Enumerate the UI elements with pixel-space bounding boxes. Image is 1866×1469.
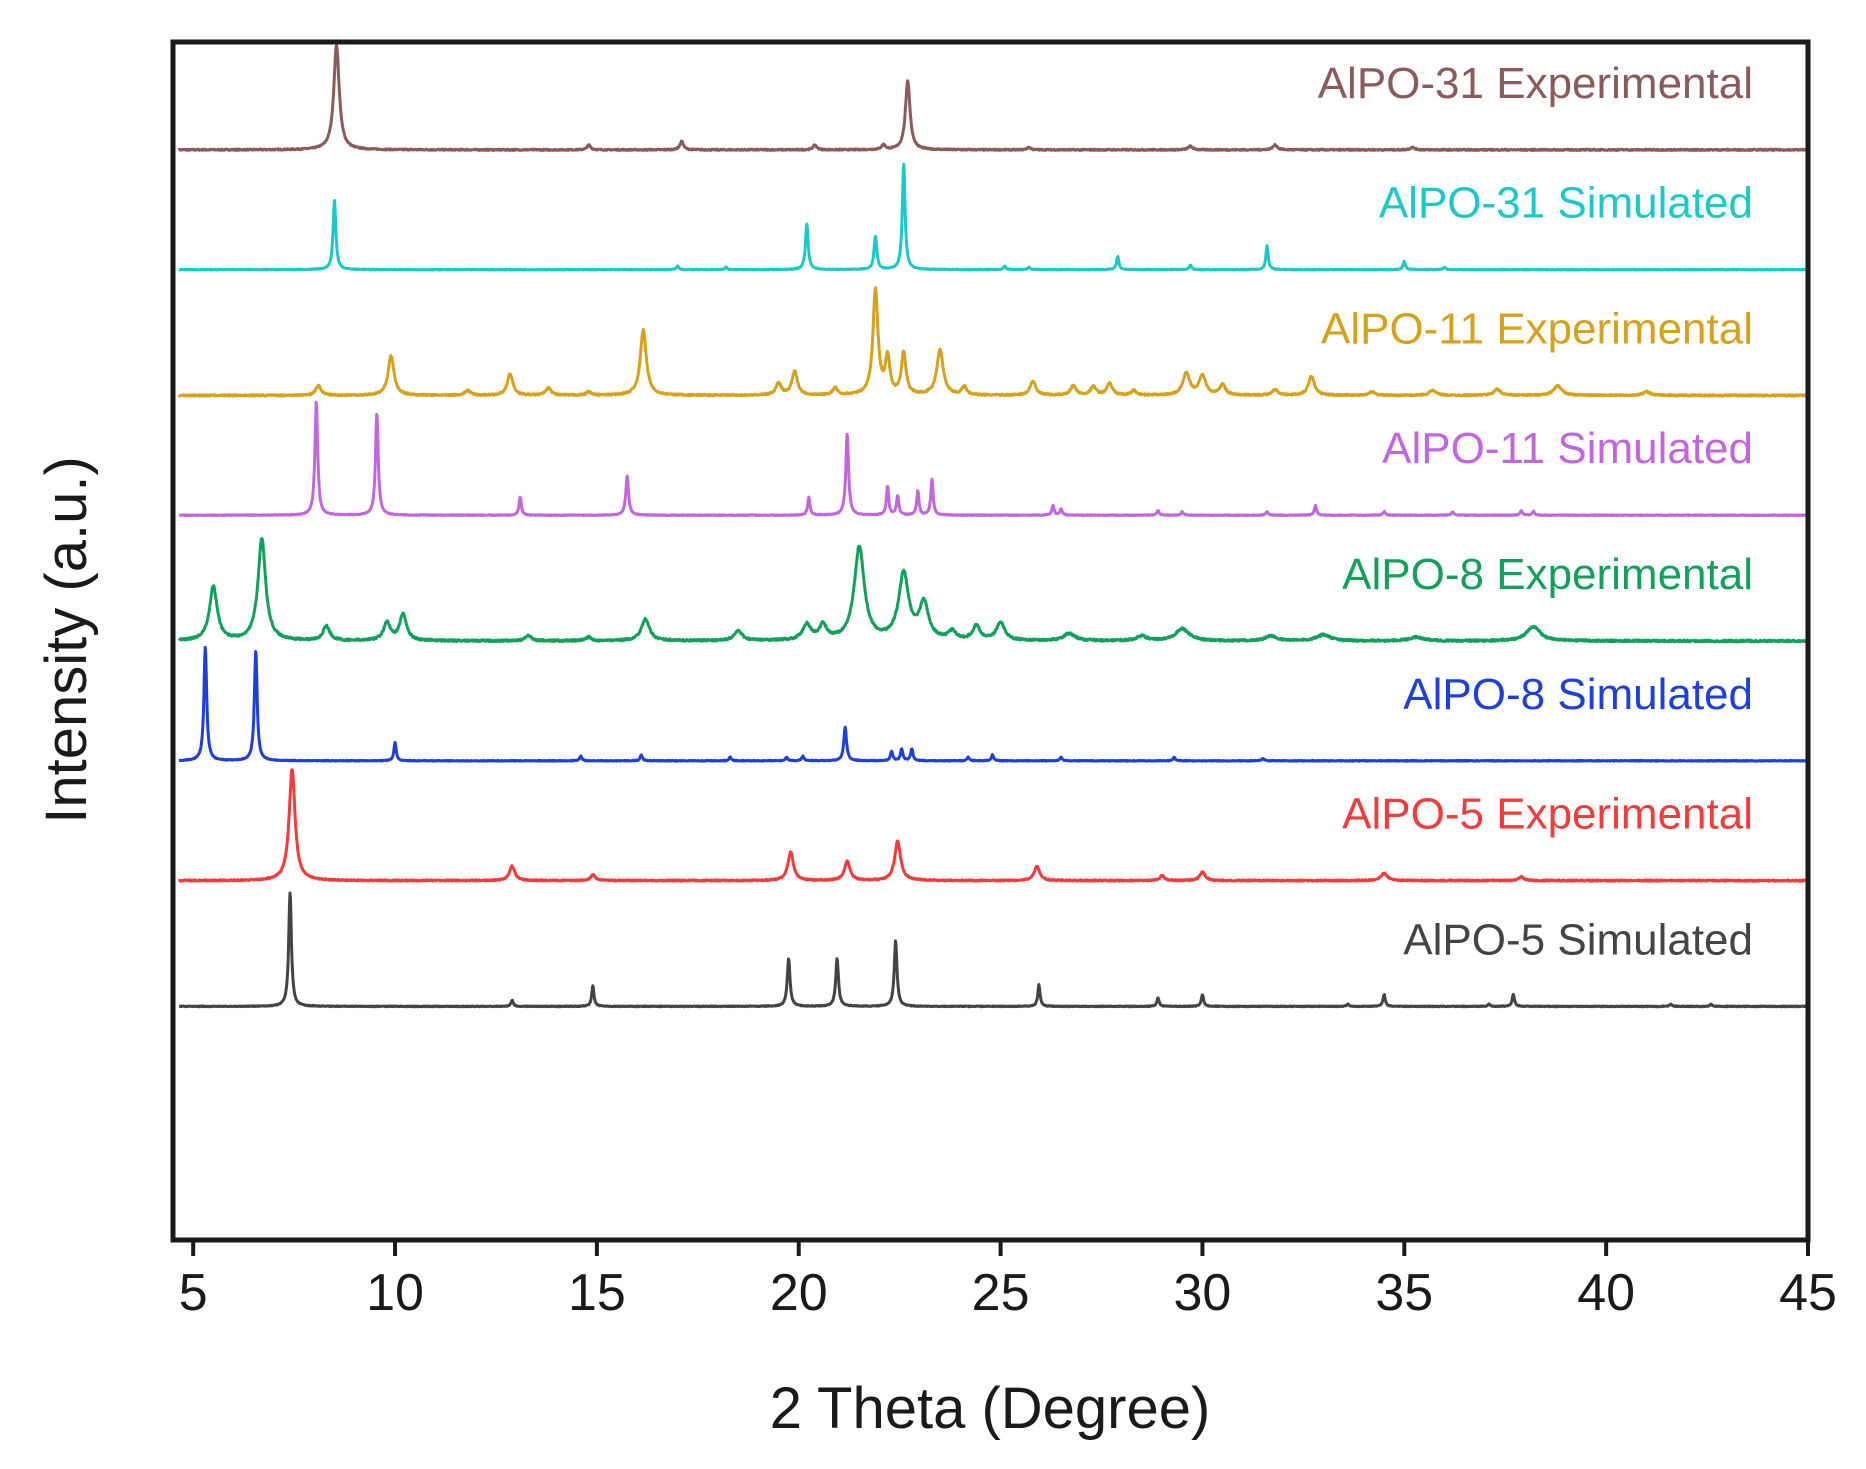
x-tick-label-45: 45 [1779,1264,1837,1322]
label-alpo-11-simulated: AlPO-11 Simulated [1382,424,1753,473]
label-alpo-8-experimental: AlPO-8 Experimental [1342,550,1753,599]
x-tick-label-15: 15 [568,1264,626,1322]
label-alpo-11-experimental: AlPO-11 Experimental [1321,304,1753,353]
label-alpo-5-experimental: AlPO-5 Experimental [1342,790,1753,839]
label-alpo-8-simulated: AlPO-8 Simulated [1403,670,1753,719]
trace-alpo-11-simulated [178,400,1809,518]
label-alpo-31-simulated: AlPO-31 Simulated [1379,179,1753,228]
x-tick-label-20: 20 [770,1264,828,1322]
trace-alpo-8-simulated [178,645,1809,763]
trace-alpo-11-experimental [177,286,1809,398]
plot-frame [170,39,1811,1243]
trace-alpo-5-experimental [177,768,1810,883]
label-alpo-31-experimental: AlPO-31 Experimental [1318,59,1753,108]
trace-alpo-5-simulated [178,891,1809,1009]
series-label-group: AlPO-31 Experimental AlPO-31 Simulated AlP… [1318,59,1753,965]
x-axis-label: 2 Theta (Degree) [770,1376,1211,1441]
x-tick-label-40: 40 [1577,1264,1635,1322]
x-tick-label-25: 25 [972,1264,1030,1322]
y-axis-label: Intensity (a.u.) [34,456,99,823]
trace-alpo-8-experimental [177,537,1809,644]
trace-group [177,43,1810,1009]
trace-alpo-31-experimental [177,43,1809,152]
x-tick-label-10: 10 [366,1264,424,1322]
label-alpo-5-simulated: AlPO-5 Simulated [1403,915,1753,964]
x-tick-label-30: 30 [1174,1264,1232,1322]
trace-alpo-31-simulated [178,162,1809,272]
x-tick-label-5: 5 [179,1264,208,1322]
x-axis-ticks: 5 10 15 20 25 30 35 40 45 [179,1240,1837,1322]
x-tick-label-35: 35 [1375,1264,1433,1322]
